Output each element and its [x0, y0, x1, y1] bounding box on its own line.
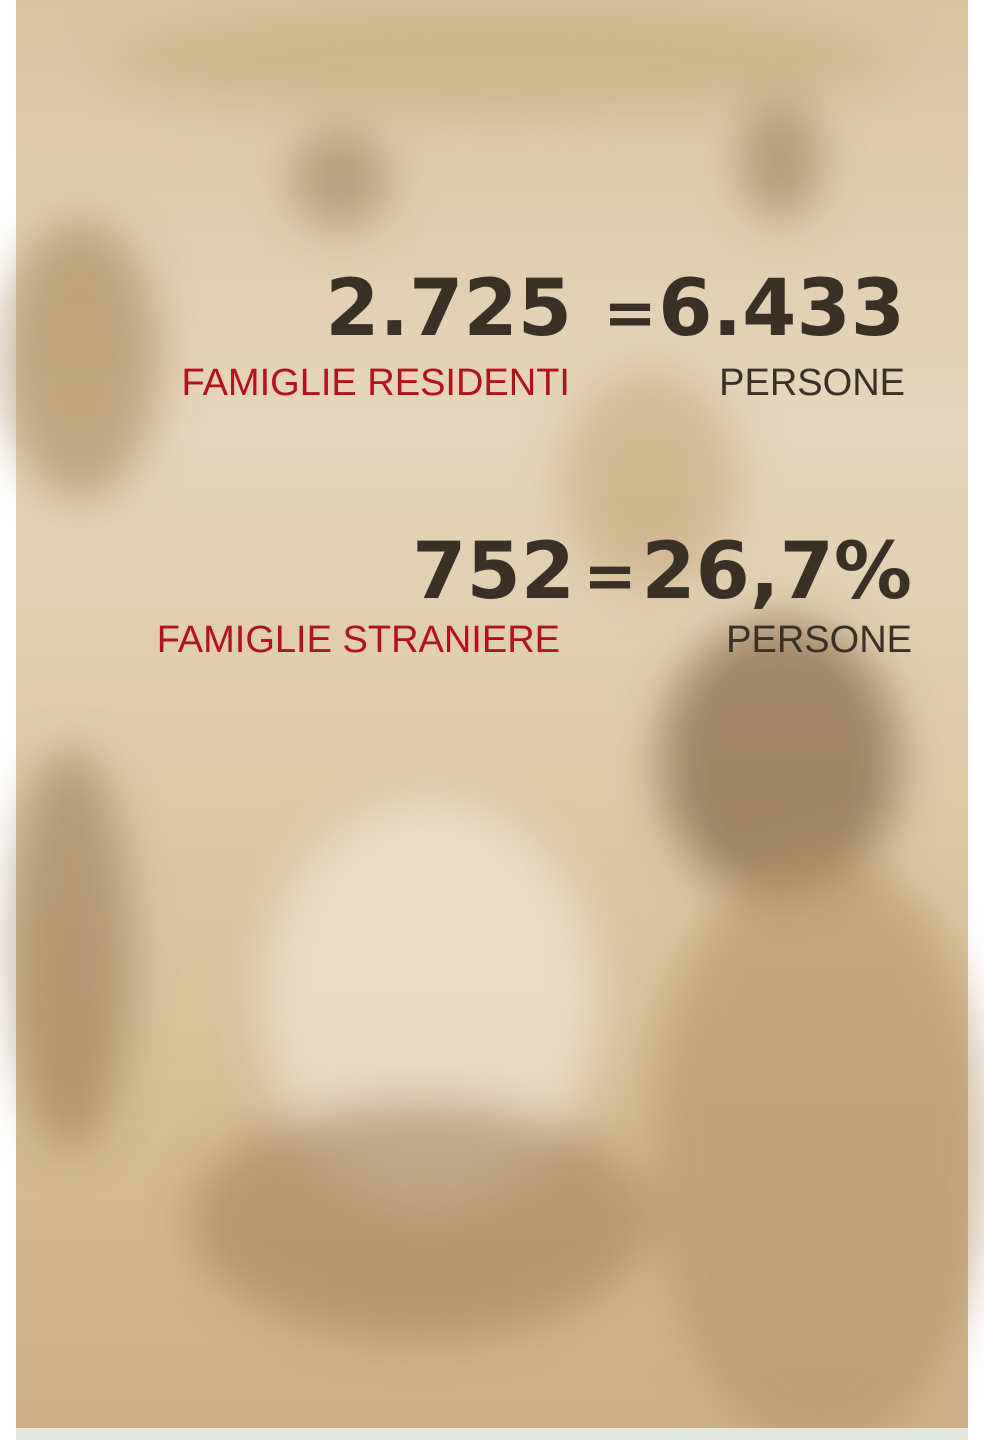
stat-result: 26,7% [641, 527, 912, 617]
result-label: PERSONE [726, 619, 912, 661]
result-label: PERSONE [719, 362, 905, 404]
stat-result: 6.433 [658, 264, 905, 354]
stat-label: FAMIGLIE RESIDENTI [181, 362, 570, 404]
page: {"stats": [ {"number": "2.725", "equals"… [0, 0, 984, 1440]
equals-sign: = [603, 277, 657, 351]
stat-label: FAMIGLIE STRANIERE [157, 619, 560, 661]
stat-number: 752 [412, 527, 575, 617]
infographic: 2.725 = 6.433 FAMIGLIE RESIDENTI PERSONE… [0, 0, 984, 1440]
stat-number: 2.725 [325, 264, 572, 354]
bottom-band [16, 1428, 968, 1440]
equals-sign: = [583, 540, 637, 614]
